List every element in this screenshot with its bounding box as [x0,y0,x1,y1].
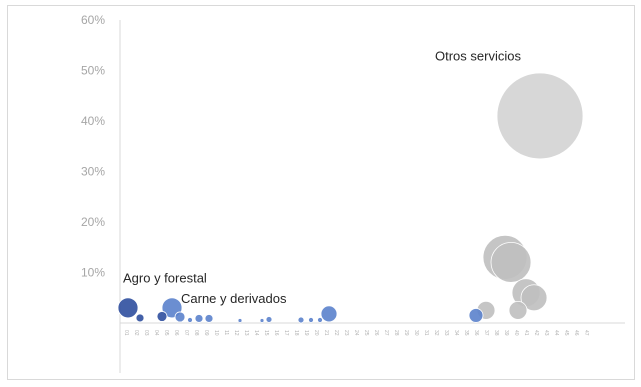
x-tick-label-26: 27 [383,330,389,336]
x-tick-label-13: 14 [253,330,259,336]
x-tick-label-37: 38 [493,330,499,336]
bubble-point-8 [237,318,243,323]
bubble-point-14 [320,305,338,323]
x-tick-label-11: 12 [233,330,239,336]
bubble-point-18 [490,241,532,283]
bubble-point-4 [174,311,186,323]
bubble-point-13 [317,317,323,323]
bubble-point-11 [297,316,305,324]
x-tick-label-32: 33 [443,330,449,336]
bubble-point-10 [265,316,273,323]
x-tick-label-2: 03 [143,330,149,336]
x-tick-label-16: 17 [283,330,289,336]
bubble-point-19 [508,300,528,320]
annotation-label-2: Otros servicios [435,48,521,63]
x-tick-label-20: 21 [323,330,329,336]
x-tick-label-18: 19 [303,330,309,336]
annotation-label-0: Agro y forestal [123,271,207,286]
x-tick-label-33: 34 [453,330,459,336]
x-tick-label-28: 29 [403,330,409,336]
x-tick-label-24: 25 [363,330,369,336]
x-tick-label-7: 08 [193,330,199,336]
bubbles [117,72,584,324]
x-tick-label-9: 10 [213,330,219,336]
x-tick-label-15: 16 [273,330,279,336]
x-tick-label-23: 24 [353,330,359,336]
y-axis-ticks: 10% 20% 30% 40% 50% 60% [81,13,105,280]
annotation-label-1: Carne y derivados [181,291,287,306]
y-tick-label-5: 60% [81,13,105,27]
x-tick-label-31: 32 [433,330,439,336]
x-tick-label-19: 20 [313,330,319,336]
x-tick-label-29: 30 [413,330,419,336]
x-tick-label-5: 06 [173,330,179,336]
x-tick-label-22: 23 [343,330,349,336]
x-axis-codes: 01 02 03 04 05 06 07 08 09 10 11 12 13 14 15 16 17 18 19 20… [123,330,589,336]
y-tick-label-2: 30% [81,165,105,179]
bubble-point-7 [204,314,214,323]
x-tick-label-44: 45 [563,330,569,336]
bubble-point-6 [194,314,204,323]
bubble-point-22 [496,72,584,160]
x-tick-label-12: 13 [243,330,249,336]
bubble-point-5 [187,317,193,323]
y-tick-label-3: 40% [81,114,105,128]
x-tick-label-38: 39 [503,330,509,336]
bubble-point-15 [468,308,484,323]
x-tick-label-27: 28 [393,330,399,336]
bubble-point-12 [308,317,314,323]
y-tick-label-0: 10% [81,266,105,280]
x-tick-label-25: 26 [373,330,379,336]
bubble-point-21 [520,284,548,312]
bubble-point-1 [135,313,145,323]
x-tick-label-8: 09 [203,330,209,336]
x-tick-label-3: 04 [153,330,159,336]
x-tick-label-46: 47 [583,330,589,336]
x-tick-label-41: 42 [533,330,539,336]
x-tick-label-39: 40 [513,330,519,336]
y-tick-label-1: 20% [81,215,105,229]
x-tick-label-6: 07 [183,330,189,336]
x-tick-label-21: 22 [333,330,339,336]
x-tick-label-45: 46 [573,330,579,336]
bubble-point-0 [117,297,139,319]
x-tick-label-14: 15 [263,330,269,336]
x-tick-label-34: 35 [463,330,469,336]
x-tick-label-42: 43 [543,330,549,336]
bubble-point-9 [259,318,265,323]
x-tick-label-43: 44 [553,330,559,336]
x-tick-label-35: 36 [473,330,479,336]
annotations: Agro y forestal Carne y derivados Otros se… [123,48,521,305]
bubble-point-2 [156,311,168,322]
x-tick-label-4: 05 [163,330,169,336]
x-tick-label-0: 01 [123,330,129,336]
x-tick-label-40: 41 [523,330,529,336]
x-tick-label-17: 18 [293,330,299,336]
x-tick-label-36: 37 [483,330,489,336]
y-tick-label-4: 50% [81,64,105,78]
x-tick-label-30: 31 [423,330,429,336]
x-tick-label-10: 11 [223,330,229,335]
x-tick-label-1: 02 [133,330,139,336]
